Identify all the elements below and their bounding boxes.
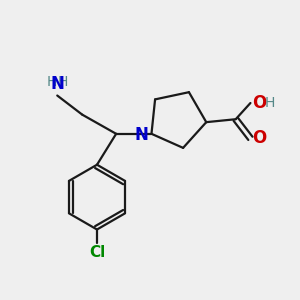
Text: H: H <box>265 96 275 110</box>
Text: N: N <box>50 75 64 93</box>
Text: N: N <box>134 126 148 144</box>
Text: Cl: Cl <box>89 245 105 260</box>
Text: H: H <box>57 75 68 89</box>
Text: O: O <box>252 94 266 112</box>
Text: H: H <box>47 75 57 89</box>
Text: O: O <box>252 129 266 147</box>
